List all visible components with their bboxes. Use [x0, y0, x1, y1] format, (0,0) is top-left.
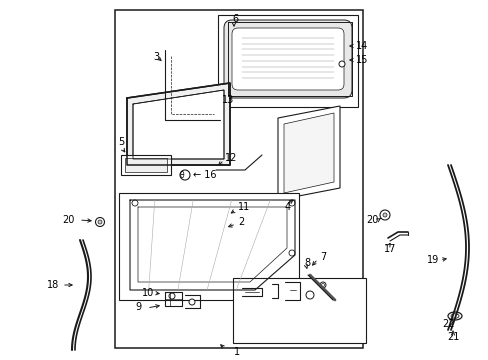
Text: 13: 13 — [222, 95, 234, 105]
Text: 7: 7 — [319, 252, 325, 262]
Text: 9: 9 — [135, 302, 141, 312]
Text: 18: 18 — [47, 280, 59, 290]
Polygon shape — [127, 83, 229, 165]
Circle shape — [169, 293, 175, 299]
Circle shape — [305, 291, 313, 299]
Circle shape — [319, 282, 325, 288]
Bar — [218, 15, 357, 107]
Text: 8: 8 — [304, 258, 309, 268]
Bar — [115, 10, 362, 348]
FancyBboxPatch shape — [224, 20, 351, 98]
Text: 4: 4 — [285, 202, 290, 212]
Circle shape — [288, 250, 294, 256]
Polygon shape — [284, 113, 333, 193]
Bar — [121, 155, 171, 175]
Text: 10: 10 — [142, 288, 154, 298]
Text: 11: 11 — [238, 202, 250, 212]
Circle shape — [98, 220, 102, 224]
Bar — [119, 193, 298, 300]
Text: 6: 6 — [231, 14, 238, 24]
Bar — [232, 278, 365, 343]
FancyBboxPatch shape — [231, 28, 343, 90]
Circle shape — [132, 200, 138, 206]
Polygon shape — [133, 90, 224, 159]
Circle shape — [382, 213, 386, 217]
Text: 15: 15 — [355, 55, 367, 65]
Circle shape — [189, 299, 195, 305]
Text: ← 16: ← 16 — [193, 170, 216, 180]
Circle shape — [379, 210, 389, 220]
Circle shape — [321, 284, 324, 287]
Text: 22: 22 — [441, 319, 453, 329]
Text: 2: 2 — [238, 217, 244, 227]
Polygon shape — [278, 106, 339, 200]
Circle shape — [288, 200, 294, 206]
Text: 17: 17 — [383, 244, 396, 254]
Text: 21: 21 — [446, 332, 458, 342]
Text: 20: 20 — [62, 215, 74, 225]
Text: 20: 20 — [365, 215, 378, 225]
Circle shape — [95, 217, 104, 226]
Bar — [125, 158, 167, 172]
Text: 1: 1 — [233, 347, 240, 357]
Circle shape — [180, 170, 190, 180]
Ellipse shape — [447, 312, 461, 320]
Text: 3: 3 — [153, 52, 159, 62]
Circle shape — [254, 285, 261, 291]
Circle shape — [338, 61, 345, 67]
Text: 14: 14 — [355, 41, 367, 51]
Text: 19: 19 — [426, 255, 438, 265]
Text: θ: θ — [179, 171, 184, 180]
Text: 12: 12 — [224, 153, 237, 163]
Text: 5: 5 — [118, 137, 124, 147]
